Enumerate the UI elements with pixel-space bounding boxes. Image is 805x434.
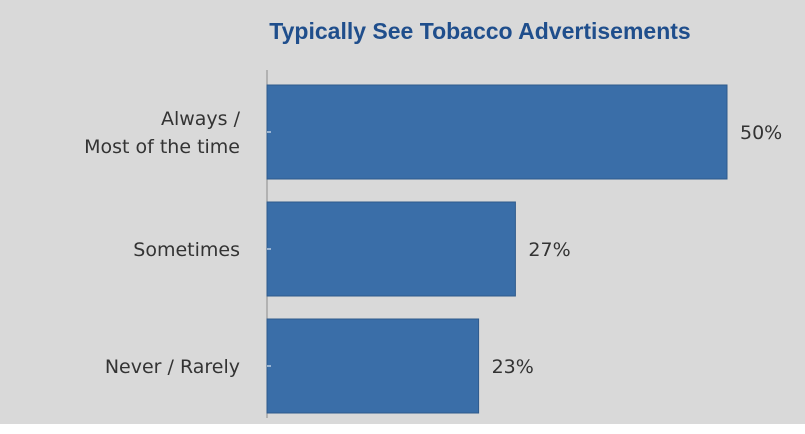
category-label: Always / <box>161 108 241 130</box>
data-label: 27% <box>528 239 570 261</box>
category-label: Sometimes <box>133 239 240 261</box>
data-label: 50% <box>740 122 782 144</box>
bar <box>266 318 480 414</box>
data-label: 23% <box>492 356 534 378</box>
category-label: Most of the time <box>84 136 240 158</box>
bar <box>266 201 516 297</box>
chart-title: Typically See Tobacco Advertisements <box>269 18 691 44</box>
bar <box>266 84 728 180</box>
category-label: Never / Rarely <box>105 356 240 378</box>
